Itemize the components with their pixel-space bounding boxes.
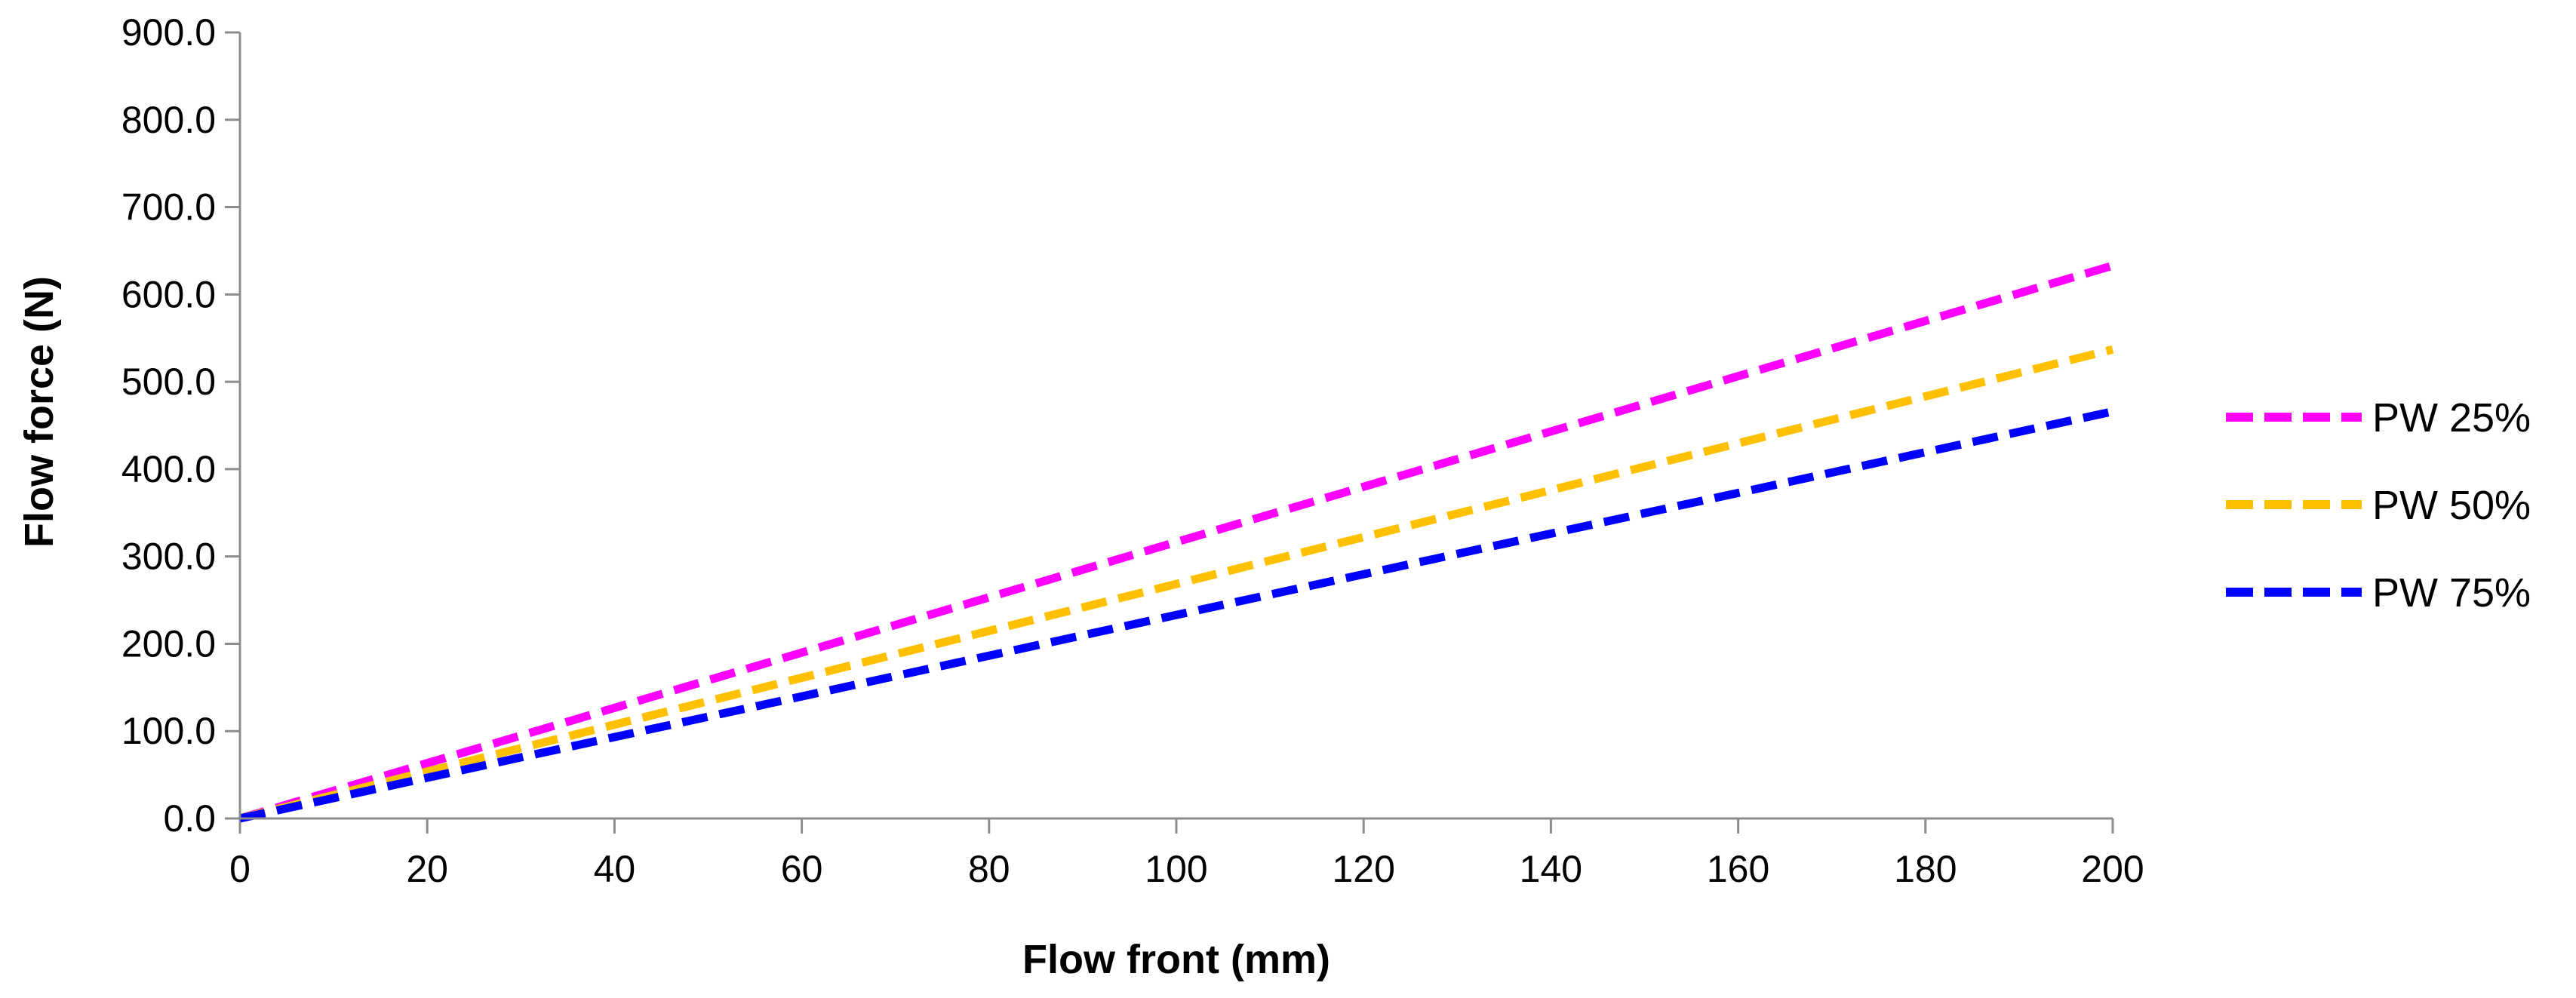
y-tick-marks xyxy=(225,31,240,820)
legend-label: PW 25% xyxy=(2372,395,2531,441)
y-tick-label: 800.0 xyxy=(121,99,216,141)
y-tick-label: 500.0 xyxy=(121,361,216,403)
y-tick-label: 100.0 xyxy=(121,710,216,752)
series-line-3 xyxy=(238,407,2114,823)
x-tick-label: 180 xyxy=(1894,848,1957,890)
series-lines xyxy=(238,261,2114,823)
x-tick-label: 100 xyxy=(1145,848,1207,890)
legend-item: PW 25% xyxy=(2226,395,2531,441)
y-tick-label: 0.0 xyxy=(163,797,216,840)
series-line-2 xyxy=(238,345,2114,823)
y-tick-label: 300.0 xyxy=(121,536,216,578)
y-tick-label: 400.0 xyxy=(121,448,216,490)
y-tick-label: 900.0 xyxy=(121,11,216,54)
y-tick-labels: 0.0 100.0 200.0 300.0 400.0 500.0 600.0 700.0 80… xyxy=(121,11,216,840)
x-tick-label: 40 xyxy=(594,848,636,890)
x-tick-label: 120 xyxy=(1332,848,1394,890)
legend-item: PW 50% xyxy=(2226,483,2531,528)
x-axis-title: Flow front (mm) xyxy=(1022,937,1330,982)
y-axis-title: Flow force (N) xyxy=(17,276,62,548)
legend-item: PW 75% xyxy=(2226,570,2531,616)
x-tick-label: 160 xyxy=(1707,848,1769,890)
y-tick-label: 700.0 xyxy=(121,186,216,229)
x-tick-label: 60 xyxy=(781,848,823,890)
x-tick-label: 20 xyxy=(406,848,448,890)
legend-label: PW 50% xyxy=(2372,483,2531,528)
y-tick-label: 600.0 xyxy=(121,273,216,315)
y-tick-label: 200.0 xyxy=(121,622,216,665)
legend: PW 25% PW 50% PW 75% xyxy=(2226,395,2531,616)
x-tick-marks xyxy=(238,818,2114,834)
x-tick-label: 80 xyxy=(968,848,1010,890)
x-tick-label: 0 xyxy=(229,848,251,890)
x-tick-label: 200 xyxy=(2081,848,2144,890)
x-tick-labels: 0 20 40 60 80 100 120 140 160 180 200 xyxy=(229,848,2144,890)
series-line-1 xyxy=(238,261,2114,823)
legend-label: PW 75% xyxy=(2372,570,2531,616)
x-tick-label: 140 xyxy=(1520,848,1582,890)
